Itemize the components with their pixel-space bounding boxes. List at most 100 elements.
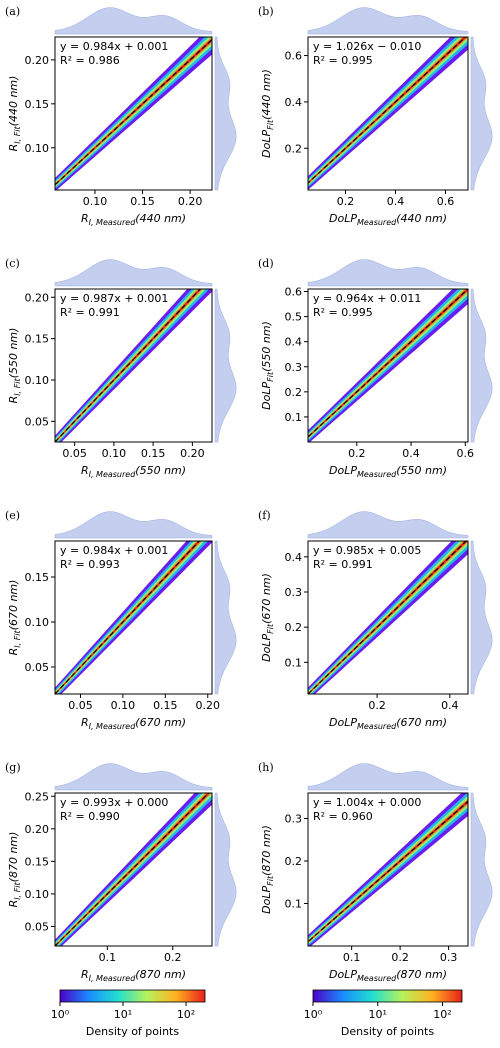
x-tick-label: 0.10 [102, 447, 127, 460]
y-axis-label-main: DoLP [260, 634, 273, 662]
x-tick-label: 0.2 [368, 699, 386, 712]
one-to-one-line [55, 38, 212, 186]
y-tick-label: 0.10 [25, 142, 50, 155]
one-to-one-line [55, 289, 202, 442]
y-tick-label: 0.20 [25, 54, 50, 67]
x-axis-label-main: DoLP [329, 464, 357, 477]
r-squared: R² = 0.995 [313, 54, 373, 67]
x-axis-label: DoLPMeasured(550 nm) [329, 464, 447, 479]
one-to-one-line [308, 800, 468, 943]
colorbar-tick-label: 10⁰ [51, 1008, 70, 1021]
y-tick-label: 0.10 [25, 616, 50, 629]
top-histogram [54, 259, 213, 287]
x-axis-label: RI, Measured(670 nm) [81, 716, 186, 731]
x-axis-label: RI, Measured(870 nm) [81, 968, 186, 983]
top-histogram [307, 763, 469, 791]
y-axis-label: DoLPFit(870 nm) [260, 825, 275, 914]
colorbar-tick-label: 10¹ [114, 1008, 132, 1021]
y-axis-label-main: R [7, 144, 20, 152]
y-axis-label-sub: I, Fit [13, 125, 22, 143]
x-tick-label: 0.20 [180, 447, 205, 460]
x-axis-label-main: DoLP [329, 968, 357, 981]
equation: y = 0.984x + 0.001 [60, 544, 168, 557]
one-to-one-line [55, 541, 201, 694]
plot-area [55, 541, 212, 694]
top-histogram [307, 259, 469, 287]
right-histogram [470, 792, 493, 947]
equation: y = 0.993x + 0.000 [60, 796, 168, 809]
axes-frame [54, 540, 213, 695]
x-tick-label: 0.1 [99, 951, 117, 964]
x-tick-label: 0.10 [111, 699, 136, 712]
colorbar [312, 989, 463, 1003]
y-axis-label-main: DoLP [260, 886, 273, 914]
y-axis-label-rest: (440 nm) [7, 76, 20, 127]
y-tick-label: 0.1 [285, 656, 303, 669]
x-axis-label-main: R [81, 716, 89, 729]
r-squared: R² = 0.986 [60, 54, 120, 67]
x-axis-label-main: R [81, 212, 89, 225]
axes-frame [307, 36, 469, 191]
y-tick-label: 0.2 [285, 855, 303, 868]
y-axis-label-rest: (440 nm) [260, 69, 273, 120]
density-cloud [308, 37, 468, 185]
y-axis-label-rest: (670 nm) [7, 580, 20, 631]
y-tick-label: 0.20 [25, 823, 50, 836]
equation: y = 0.987x + 0.001 [60, 292, 168, 305]
one-to-one-line [308, 37, 467, 184]
y-tick-label: 0.2 [285, 621, 303, 634]
axes-frame [54, 36, 213, 191]
panel-label: (h) [258, 761, 274, 774]
plot-area [55, 793, 212, 946]
x-axis-label-rest: (440 nm) [135, 212, 186, 225]
y-tick-label: 0.6 [285, 286, 303, 299]
x-axis-label-rest: (550 nm) [396, 464, 447, 477]
x-tick-label: 0.6 [457, 447, 475, 460]
density-cloud [308, 37, 468, 184]
panel-label: (d) [258, 257, 274, 270]
x-tick-label: 0.2 [348, 447, 366, 460]
x-axis-label-sub: I, Measured [89, 722, 137, 731]
r-squared: R² = 0.960 [313, 810, 373, 823]
y-axis-label-rest: (550 nm) [7, 328, 20, 379]
equation: y = 1.004x + 0.000 [313, 796, 421, 809]
x-tick-label: 0.15 [130, 195, 155, 208]
top-histogram [54, 511, 213, 539]
y-tick-label: 0.2 [285, 142, 303, 155]
plot-area [308, 289, 468, 442]
x-tick-label: 0.4 [441, 699, 459, 712]
x-tick-label: 0.4 [387, 195, 405, 208]
y-tick-label: 0.10 [25, 374, 50, 387]
x-tick-label: 0.15 [141, 447, 166, 460]
top-histogram [54, 763, 213, 791]
y-axis-label-main: R [7, 900, 20, 908]
x-axis-label-rest: (440 nm) [396, 212, 447, 225]
colorbar-label: Density of points [86, 1025, 179, 1038]
right-histogram [214, 288, 237, 443]
axes-frame [307, 792, 469, 947]
y-tick-label: 0.5 [285, 311, 303, 324]
axes-frame [307, 540, 469, 695]
x-tick-label: 0.4 [402, 447, 420, 460]
x-tick-label: 0.2 [391, 951, 409, 964]
top-histogram [54, 7, 213, 35]
x-axis-label-sub: Measured [357, 218, 397, 227]
density-cloud [308, 541, 468, 694]
y-tick-label: 0.2 [285, 386, 303, 399]
x-tick-label: 0.15 [153, 699, 178, 712]
y-tick-label: 0.15 [25, 98, 50, 111]
r-squared: R² = 0.991 [60, 306, 120, 319]
x-tick-label: 0.2 [337, 195, 355, 208]
colorbar [59, 989, 206, 1003]
y-tick-label: 0.05 [25, 661, 50, 674]
x-axis-label-main: DoLP [329, 716, 357, 729]
right-histogram [214, 36, 237, 191]
y-tick-label: 0.4 [285, 551, 303, 564]
one-to-one-line [55, 793, 210, 946]
plot-area [55, 289, 212, 442]
plot-area [308, 793, 468, 946]
r-squared: R² = 0.991 [313, 558, 373, 571]
y-tick-label: 0.3 [285, 813, 303, 826]
x-axis-label-sub: Measured [357, 974, 397, 983]
